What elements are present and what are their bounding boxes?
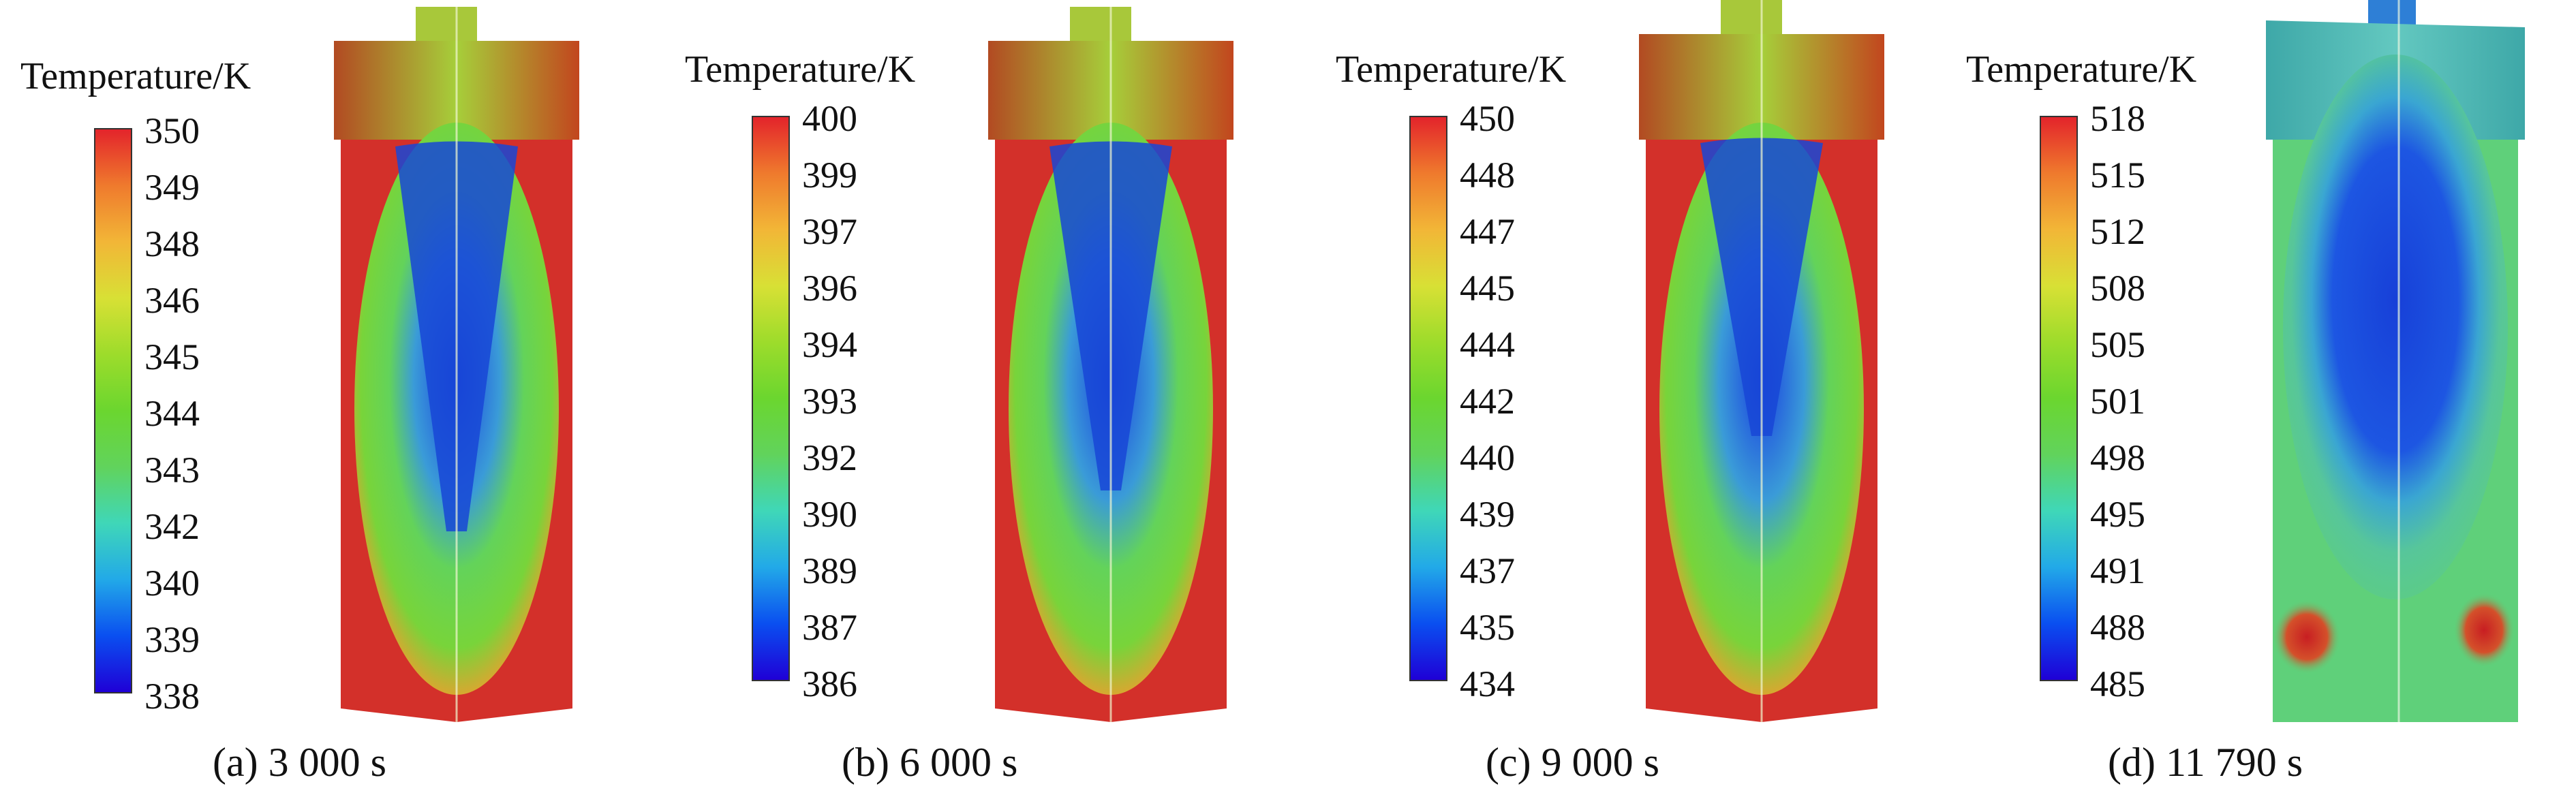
tick-label: 445 xyxy=(1460,268,1515,309)
panel-b: Temperature/K 400 399 397 396 394 393 39… xyxy=(644,0,1288,812)
colorbar xyxy=(94,128,132,693)
tick-label: 447 xyxy=(1460,211,1515,252)
caption: (c) 9 000 s xyxy=(1486,740,1659,785)
tick-label: 485 xyxy=(2090,663,2145,704)
tick-label: 442 xyxy=(1460,381,1515,422)
panel-a: Temperature/K 350 349 348 346 345 344 34… xyxy=(0,0,644,812)
panel-c: Temperature/K 450 448 447 445 444 442 44… xyxy=(1288,0,1932,812)
tick-label: 505 xyxy=(2090,324,2145,365)
tick-label: 435 xyxy=(1460,607,1515,648)
tick-label: 512 xyxy=(2090,211,2145,252)
tick-label: 390 xyxy=(802,494,857,535)
tick-label: 348 xyxy=(144,223,200,264)
caption: (b) 6 000 s xyxy=(842,740,1018,785)
tick-label: 508 xyxy=(2090,268,2145,309)
tank-contour xyxy=(334,7,579,722)
legend-title: Temperature/K xyxy=(20,55,251,97)
tick-label: 488 xyxy=(2090,607,2145,648)
tick-label: 338 xyxy=(144,676,200,717)
tick-label: 399 xyxy=(802,155,857,196)
tick-label: 396 xyxy=(802,268,857,309)
legend-title: Temperature/K xyxy=(1336,48,1567,91)
tick-label: 495 xyxy=(2090,494,2145,535)
tick-label: 346 xyxy=(144,280,200,321)
tick-label: 515 xyxy=(2090,155,2145,196)
colorbar xyxy=(1409,116,1447,681)
tank-contour xyxy=(2266,0,2525,722)
tick-label: 349 xyxy=(144,167,200,208)
tick-label: 518 xyxy=(2090,98,2145,139)
tick-label: 437 xyxy=(1460,550,1515,591)
tick-label: 343 xyxy=(144,450,200,490)
legend-title: Temperature/K xyxy=(685,48,916,91)
tick-label: 344 xyxy=(144,393,200,434)
tick-label: 448 xyxy=(1460,155,1515,196)
legend-title: Temperature/K xyxy=(1966,48,2197,91)
colorbar xyxy=(752,116,790,681)
tick-label: 342 xyxy=(144,506,200,547)
tick-label: 393 xyxy=(802,381,857,422)
tick-label: 444 xyxy=(1460,324,1515,365)
caption: (d) 11 790 s xyxy=(2108,740,2303,785)
tick-label: 339 xyxy=(144,619,200,660)
tick-label: 498 xyxy=(2090,437,2145,478)
tank-contour xyxy=(988,7,1233,722)
tick-label: 501 xyxy=(2090,381,2145,422)
panel-d: Temperature/K 518 515 512 508 505 501 49… xyxy=(1932,0,2576,812)
tick-label: 434 xyxy=(1460,663,1515,704)
tank-contour xyxy=(1639,0,1884,722)
colorbar xyxy=(2040,116,2078,681)
tick-label: 440 xyxy=(1460,437,1515,478)
tick-label: 394 xyxy=(802,324,857,365)
tick-label: 340 xyxy=(144,563,200,604)
tick-label: 350 xyxy=(144,110,200,151)
tick-label: 345 xyxy=(144,337,200,377)
tick-label: 400 xyxy=(802,98,857,139)
tick-label: 387 xyxy=(802,607,857,648)
caption: (a) 3 000 s xyxy=(213,740,386,785)
tick-label: 397 xyxy=(802,211,857,252)
tick-label: 392 xyxy=(802,437,857,478)
tick-label: 439 xyxy=(1460,494,1515,535)
tick-label: 450 xyxy=(1460,98,1515,139)
tick-label: 389 xyxy=(802,550,857,591)
tick-label: 386 xyxy=(802,663,857,704)
tick-label: 491 xyxy=(2090,550,2145,591)
